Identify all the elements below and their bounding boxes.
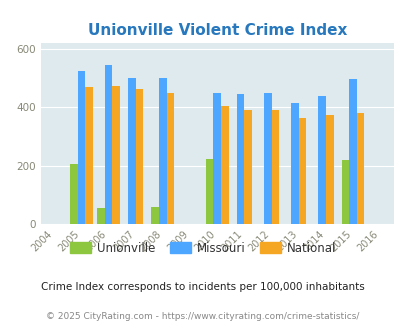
Title: Unionville Violent Crime Index: Unionville Violent Crime Index <box>87 22 346 38</box>
Bar <box>318 96 325 224</box>
Text: Crime Index corresponds to incidents per 100,000 inhabitants: Crime Index corresponds to incidents per… <box>41 282 364 292</box>
Bar <box>356 113 364 224</box>
Bar <box>159 78 166 224</box>
Bar <box>128 78 135 224</box>
Bar <box>348 80 356 224</box>
Bar <box>263 93 271 224</box>
Bar <box>325 115 333 224</box>
Bar <box>220 106 228 224</box>
Bar <box>290 103 298 224</box>
Legend: Unionville, Missouri, National: Unionville, Missouri, National <box>65 237 340 259</box>
Bar <box>77 71 85 224</box>
Bar <box>112 86 119 224</box>
Bar <box>85 87 92 224</box>
Bar <box>166 93 174 224</box>
Text: © 2025 CityRating.com - https://www.cityrating.com/crime-statistics/: © 2025 CityRating.com - https://www.city… <box>46 312 359 321</box>
Bar <box>341 160 348 224</box>
Bar <box>151 207 159 224</box>
Bar <box>271 110 279 224</box>
Bar <box>135 89 143 224</box>
Bar <box>236 93 244 224</box>
Bar <box>70 164 77 224</box>
Bar <box>244 110 252 224</box>
Bar <box>213 93 220 224</box>
Bar <box>97 208 104 224</box>
Bar <box>205 158 213 224</box>
Bar <box>104 65 112 224</box>
Bar <box>298 118 306 224</box>
